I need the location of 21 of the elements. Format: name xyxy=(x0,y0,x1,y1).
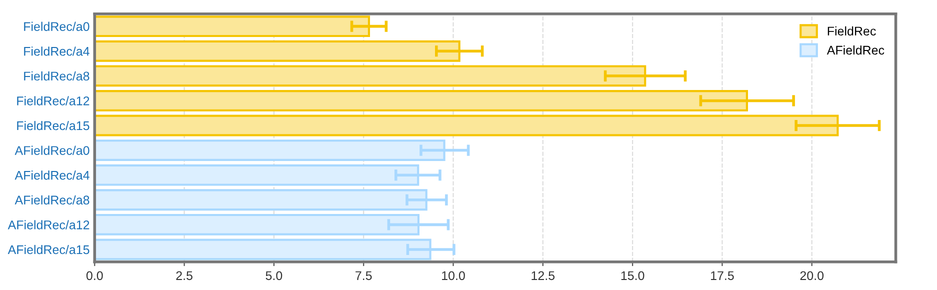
y-tick-label: AFieldRec/a15 xyxy=(8,244,90,254)
y-tick-label: FieldRec/a12 xyxy=(17,96,90,106)
x-tick-label: 7.5 xyxy=(356,271,372,280)
legend-label: FieldRec xyxy=(828,26,876,36)
x-tick-label: 15.0 xyxy=(621,271,644,280)
y-tick-label: FieldRec/a0 xyxy=(24,22,90,31)
x-tick-label: 10.0 xyxy=(442,271,465,280)
y-tick-label: AFieldRec/a4 xyxy=(14,170,90,180)
x-tick-label: 12.5 xyxy=(532,271,555,280)
x-tick-label: 5.0 xyxy=(266,271,282,280)
x-tick-label: 20.0 xyxy=(800,271,824,280)
x-tick-label: 2.5 xyxy=(176,271,192,280)
x-tick-label: 0.0 xyxy=(86,271,103,280)
y-tick-label: AFieldRec/a8 xyxy=(14,195,90,205)
y-tick-label: FieldRec/a8 xyxy=(24,71,90,81)
legend-label: AFieldRec xyxy=(826,45,884,55)
x-tick-label: 17.5 xyxy=(710,271,734,280)
y-tick-label: FieldRec/a15 xyxy=(17,120,90,130)
y-tick-label: AFieldRec/a12 xyxy=(8,220,90,230)
y-tick-label: FieldRec/a4 xyxy=(24,46,90,56)
y-tick-label: AFieldRec/a0 xyxy=(14,146,90,155)
